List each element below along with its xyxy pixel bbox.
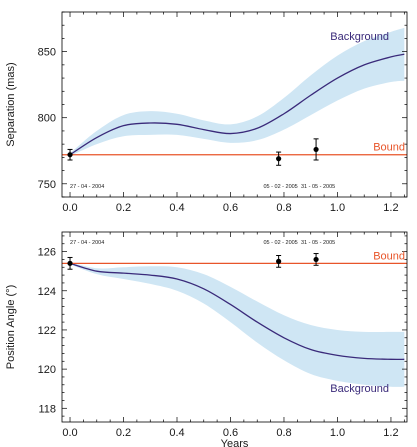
plot-area [62,27,407,157]
measurement-point [67,148,73,161]
x-tick-label: 1.2 [383,427,398,439]
x-tick-label: 0.0 [62,427,77,439]
measurement-point [276,255,282,268]
x-tick-label: 0.8 [276,202,291,214]
separation-panel: 0.0 0.2 0.4 0.6 0.8 1.0 1.2 750 800 850 Separation… [5,11,408,214]
y-tick-label: 126 [38,247,56,259]
background-uncertainty-band [70,262,405,387]
epoch-date-label: 27 - 04 - 2004 [70,240,104,246]
plot-area [62,262,407,387]
y-tick-label: 120 [38,364,56,376]
x-tick-label: 0.4 [169,202,184,214]
measurement-point [276,151,282,166]
x-tick-label: 1.0 [330,427,345,439]
measurement-marker [276,156,282,162]
y-tick-label: 800 [38,113,56,125]
bound-series-label: Bound [373,142,405,154]
measurement-marker [67,152,73,158]
y-tick-label: 124 [38,286,56,298]
background-series-label: Background [330,31,389,43]
position-angle-panel: 0.0 0.2 0.4 0.6 0.8 1.0 1.2 118 120 122 124 126 Posi… [5,231,408,447]
measurement-point [313,138,319,161]
background-track-line [69,262,405,361]
epoch-date-label: 31 - 05 - 2005 [301,184,335,190]
measurement-marker [313,256,319,263]
background-uncertainty-band [70,27,405,157]
y-axis-title: Position Angle (°) [5,285,17,370]
measurement-marker [313,146,319,153]
y-axis-title: Separation (mas) [5,62,17,146]
x-tick-label: 0.0 [62,202,77,214]
measurement-point [313,253,319,266]
background-track-line [69,53,405,156]
y-tick-label: 850 [38,47,56,59]
epoch-date-label: 31 - 05 - 2005 [301,240,335,246]
x-tick-label: 1.2 [383,202,398,214]
x-tick-label: 1.0 [330,202,345,214]
x-tick-label: 0.2 [116,202,131,214]
y-tick-label: 118 [38,403,56,415]
y-tick-label: 750 [38,179,56,191]
plot-frame [61,231,408,423]
epoch-date-label: 27 - 04 - 2004 [70,184,104,190]
measurement-marker [67,260,73,266]
background-series-label: Background [330,383,389,395]
x-axis-title: Years [221,438,249,447]
x-tick-label: 0.8 [276,427,291,439]
measurement-point [67,256,73,270]
measurement-marker [276,258,282,264]
x-tick-label: 0.6 [223,427,238,439]
epoch-date-label: 05 - 02 - 2005 [264,184,298,190]
epoch-date-label: 05 - 02 - 2005 [264,240,298,246]
y-tick-label: 122 [38,325,56,337]
x-tick-label: 0.6 [223,202,238,214]
x-tick-label: 0.4 [169,427,184,439]
bound-series-label: Bound [373,250,405,262]
x-tick-label: 0.2 [116,427,131,439]
